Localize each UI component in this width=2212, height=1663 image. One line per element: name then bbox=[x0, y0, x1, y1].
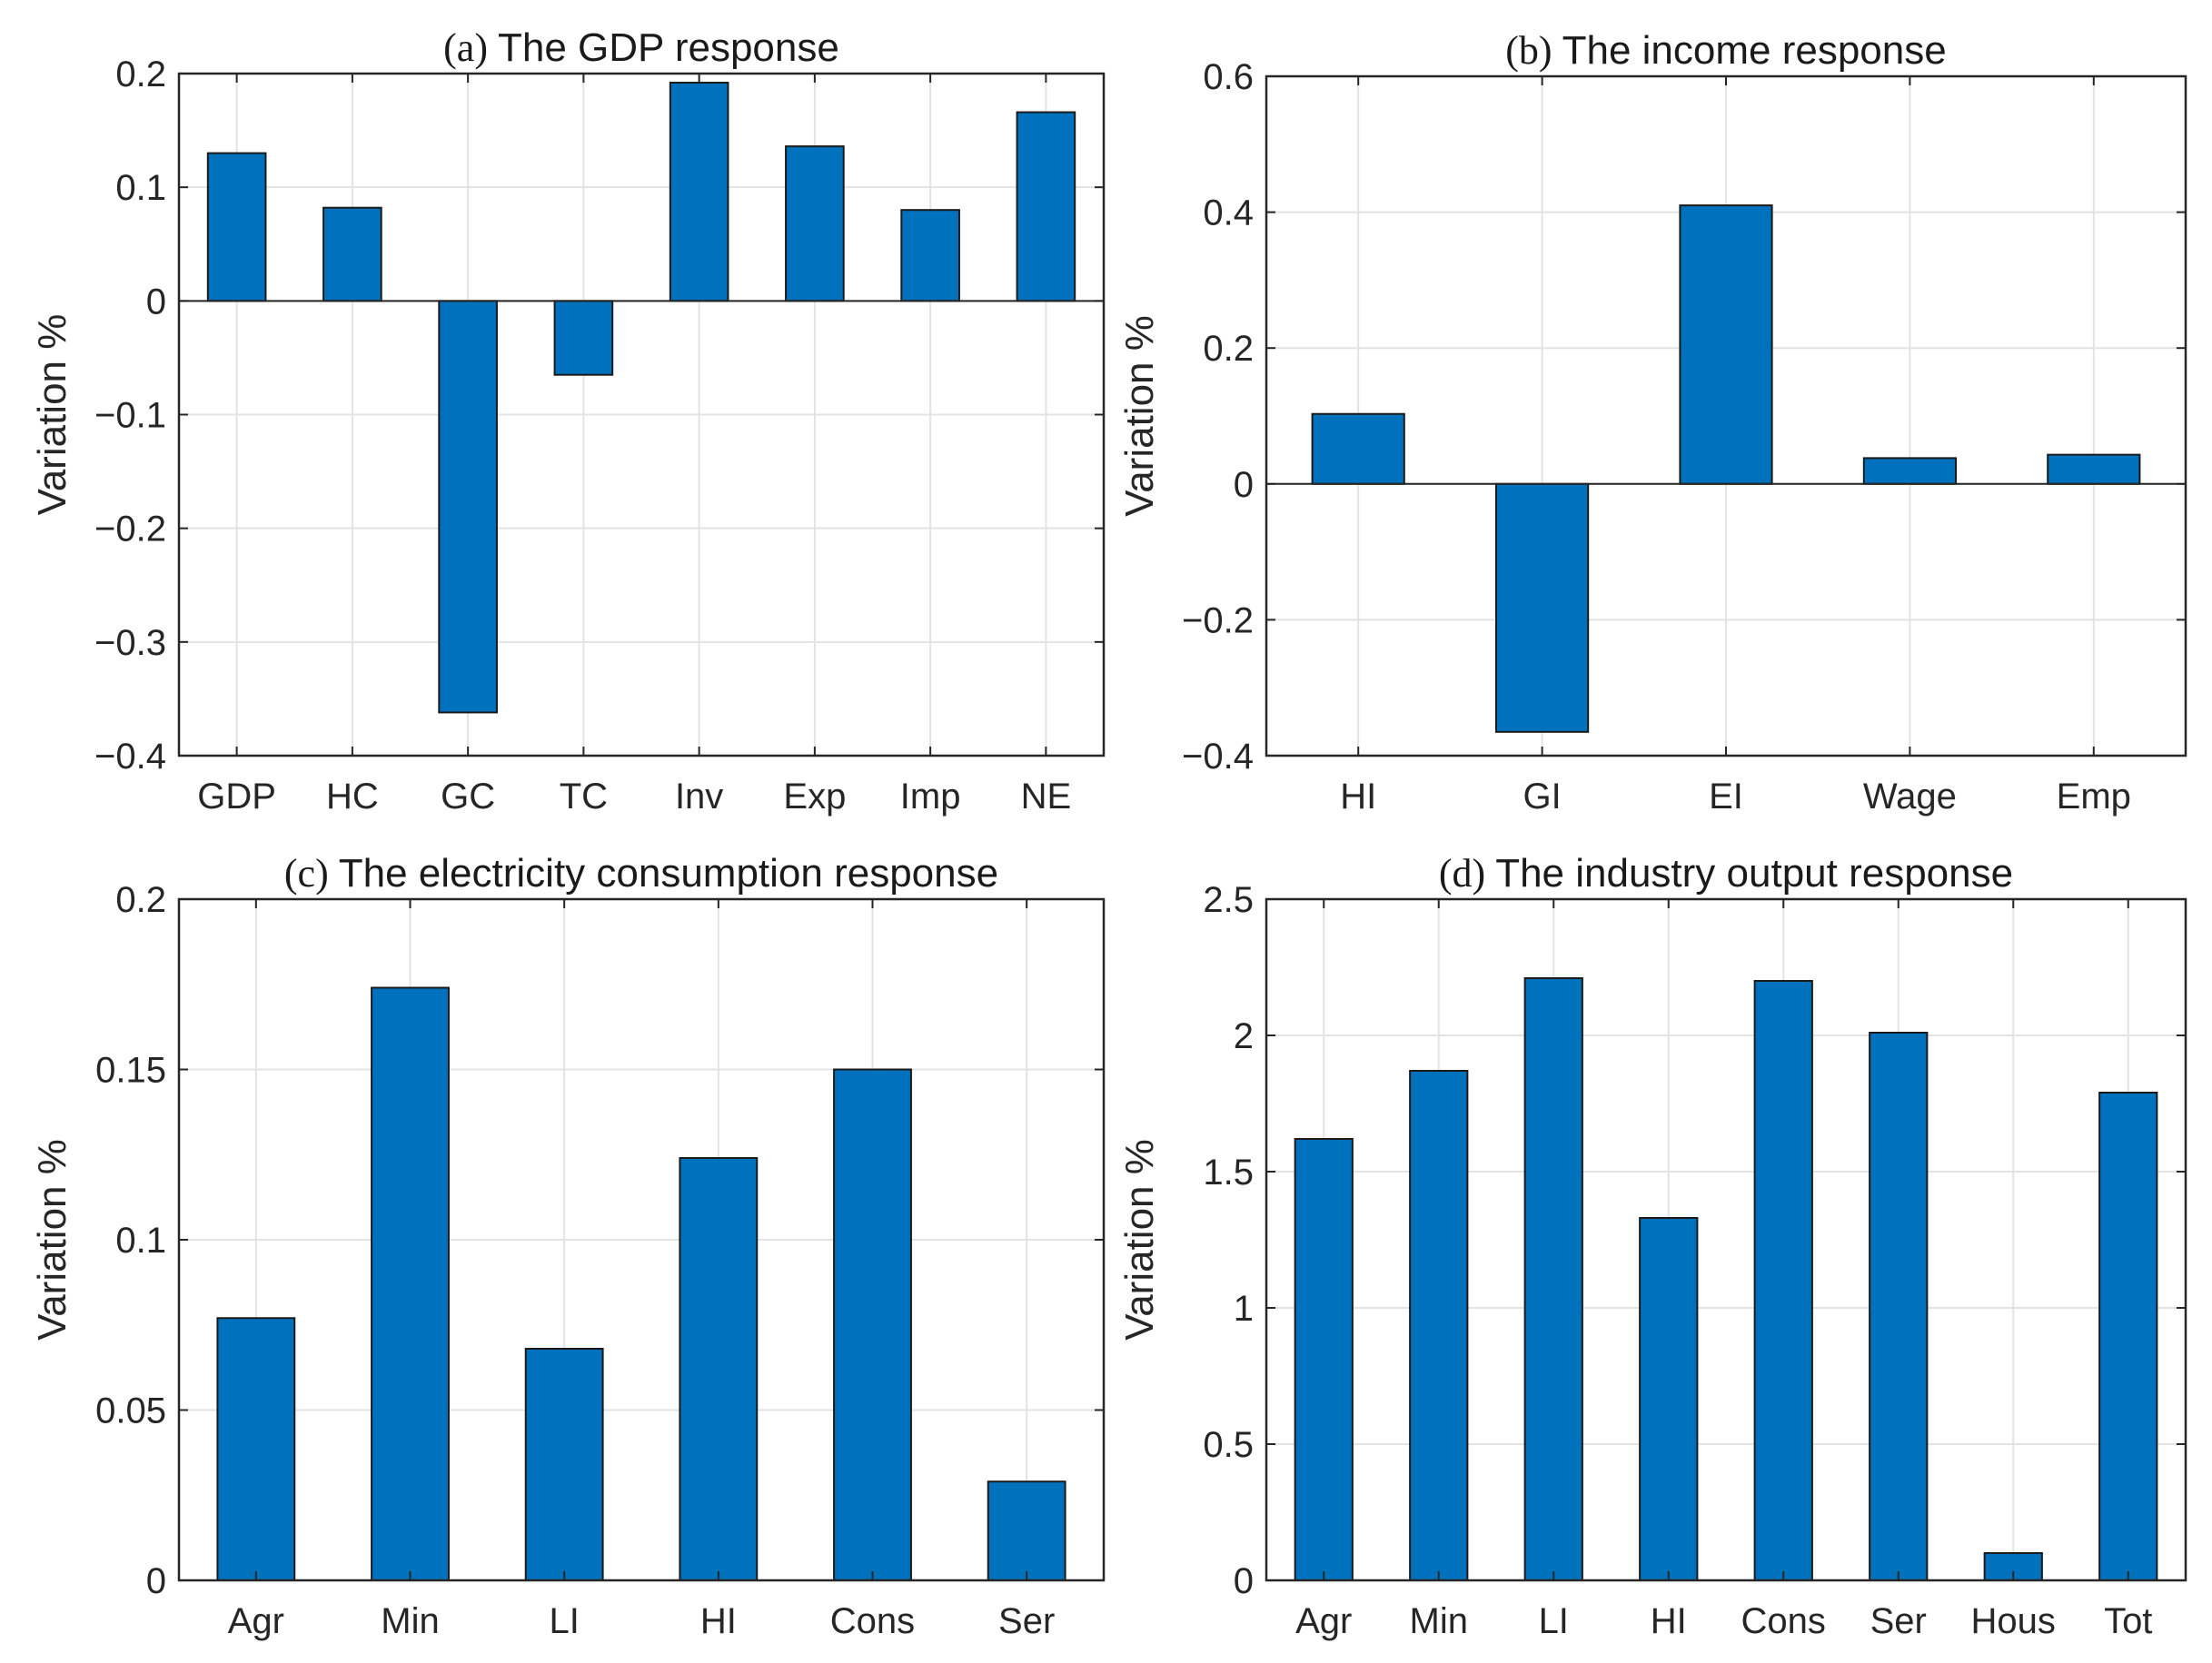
y-tick-label: −0.2 bbox=[1182, 600, 1254, 640]
y-tick-label: −0.4 bbox=[1182, 737, 1254, 777]
bar-gc bbox=[438, 300, 498, 714]
chart-title-prefix: (c) bbox=[284, 851, 339, 896]
y-tick-label: −0.2 bbox=[94, 510, 166, 549]
chart-title-text: The electricity consumption response bbox=[339, 851, 998, 896]
x-tick-label: Exp bbox=[783, 777, 846, 817]
bar-min bbox=[371, 986, 450, 1581]
bar-wage bbox=[1862, 457, 1958, 485]
chart-title: (d) The industry output response bbox=[1439, 851, 2013, 896]
bar-ser bbox=[1869, 1032, 1929, 1581]
y-tick-label: 0 bbox=[146, 282, 166, 322]
chart-title: (b) The income response bbox=[1505, 28, 1946, 73]
x-tick-label: Wage bbox=[1863, 777, 1957, 817]
y-axis-label: Variation % bbox=[30, 1139, 74, 1341]
x-tick-label: HC bbox=[326, 777, 379, 817]
x-tick-label: GDP bbox=[197, 777, 276, 817]
x-tick-label: GI bbox=[1523, 777, 1561, 817]
bar-ne bbox=[1016, 111, 1076, 302]
x-tick-label: Inv bbox=[675, 777, 723, 817]
x-tick-label: Imp bbox=[900, 777, 961, 817]
bar-emp bbox=[2047, 453, 2141, 485]
chart-panel-3: 0 0.05 0.1 0.15 0.2 Agr Min LI HI Cons Ser Variatio… bbox=[30, 851, 1106, 1641]
y-tick-label: 2 bbox=[1234, 1016, 1254, 1056]
bar-cons bbox=[1753, 980, 1813, 1581]
y-tick-label: 0.6 bbox=[1203, 57, 1254, 97]
y-tick-label: 0.05 bbox=[95, 1391, 166, 1431]
y-tick-label: 0 bbox=[1234, 1561, 1254, 1601]
bar-tc bbox=[553, 300, 614, 376]
x-tick-label: GC bbox=[441, 777, 495, 817]
chart-title: (a) The GDP response bbox=[443, 25, 839, 70]
x-tick-label: Tot bbox=[2104, 1601, 2152, 1641]
bar-li bbox=[1523, 977, 1583, 1581]
x-tick-label: Cons bbox=[830, 1601, 915, 1641]
bar-tot bbox=[2098, 1092, 2158, 1581]
x-tick-label: Ser bbox=[998, 1601, 1055, 1641]
y-tick-label: 1.5 bbox=[1203, 1153, 1254, 1193]
chart-title-prefix: (d) bbox=[1439, 851, 1495, 896]
x-tick-label: TC bbox=[560, 777, 608, 817]
bar-agr bbox=[1294, 1138, 1354, 1581]
bar-ei bbox=[1679, 204, 1773, 485]
x-tick-label: LI bbox=[1539, 1601, 1569, 1641]
x-tick-label: Ser bbox=[1870, 1601, 1927, 1641]
y-tick-label: 0.2 bbox=[115, 54, 166, 94]
y-tick-label: 0.1 bbox=[115, 1221, 166, 1261]
x-tick-label: Hous bbox=[1971, 1601, 2056, 1641]
chart-panel-4: 0 0.5 1 1.5 2 2.5 Agr Min LI HI Cons Ser Hous Tot Vari… bbox=[1117, 851, 2187, 1641]
chart-title-text: The income response bbox=[1562, 28, 1947, 73]
x-tick-label: NE bbox=[1021, 777, 1072, 817]
chart-title-text: The GDP response bbox=[498, 25, 839, 70]
y-axis-label: Variation % bbox=[30, 314, 74, 516]
bar-min bbox=[1409, 1070, 1469, 1581]
x-tick-label: Agr bbox=[228, 1601, 284, 1641]
y-tick-label: 0.1 bbox=[115, 168, 166, 208]
bar-hi bbox=[1311, 412, 1405, 485]
y-tick-label: 0.4 bbox=[1203, 193, 1254, 233]
x-tick-label: HI bbox=[1651, 1601, 1687, 1641]
y-tick-label: 0.2 bbox=[1203, 329, 1254, 369]
bar-gi bbox=[1495, 482, 1590, 733]
plot-frame bbox=[1265, 897, 2187, 1582]
bar-cons bbox=[833, 1068, 912, 1581]
bar-ser bbox=[987, 1480, 1066, 1581]
x-tick-label: Min bbox=[381, 1601, 439, 1641]
x-tick-label: Cons bbox=[1741, 1601, 1826, 1641]
y-tick-label: 0 bbox=[146, 1561, 166, 1601]
chart-title-text: The industry output response bbox=[1495, 851, 2013, 896]
bar-agr bbox=[216, 1317, 296, 1581]
x-tick-label: HI bbox=[1340, 777, 1376, 817]
y-tick-label: 2.5 bbox=[1203, 880, 1254, 920]
y-tick-label: 0.5 bbox=[1203, 1425, 1254, 1465]
bar-inv bbox=[669, 82, 729, 302]
y-tick-label: 0 bbox=[1234, 465, 1254, 505]
bar-hc bbox=[322, 206, 382, 302]
y-tick-label: 0.2 bbox=[115, 880, 166, 920]
y-tick-label: −0.3 bbox=[94, 623, 166, 663]
y-axis-label: Variation % bbox=[1117, 315, 1162, 517]
y-tick-label: −0.1 bbox=[94, 396, 166, 436]
x-tick-label: Min bbox=[1410, 1601, 1468, 1641]
x-tick-label: HI bbox=[700, 1601, 737, 1641]
y-tick-label: 1 bbox=[1234, 1289, 1254, 1329]
x-tick-label: Emp bbox=[2057, 777, 2131, 817]
chart-title: (c) The electricity consumption response bbox=[284, 851, 998, 896]
bar-hi bbox=[1639, 1217, 1699, 1581]
bar-imp bbox=[900, 209, 960, 302]
x-tick-label: EI bbox=[1709, 777, 1743, 817]
x-tick-label: Agr bbox=[1295, 1601, 1352, 1641]
chart-title-prefix: (a) bbox=[443, 25, 498, 70]
chart-panel-2: −0.4 −0.2 0 0.2 0.4 0.6 HI GI EI Wage Emp Variation… bbox=[1117, 28, 2187, 817]
bar-gdp bbox=[206, 152, 267, 302]
y-tick-label: −0.4 bbox=[94, 737, 166, 777]
chart-title-prefix: (b) bbox=[1505, 28, 1562, 73]
y-tick-label: 0.15 bbox=[95, 1051, 166, 1091]
x-tick-label: LI bbox=[549, 1601, 579, 1641]
bar-li bbox=[524, 1348, 604, 1581]
y-axis-label: Variation % bbox=[1117, 1139, 1162, 1341]
chart-panel-1: −0.4 −0.3 −0.2 −0.1 0 0.1 0.2 GDP HC GC TC Inv Exp Im… bbox=[30, 25, 1106, 817]
bar-hi bbox=[679, 1157, 759, 1581]
bar-exp bbox=[785, 145, 845, 302]
